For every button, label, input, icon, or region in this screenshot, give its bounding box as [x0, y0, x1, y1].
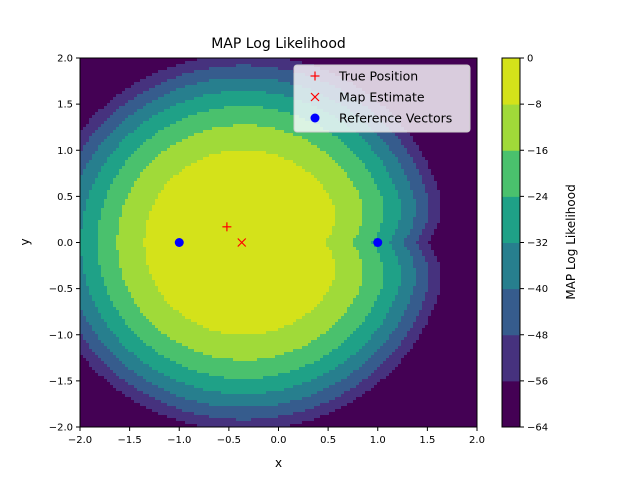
reference-vectors-marker — [175, 238, 184, 247]
colorbar-band — [502, 289, 520, 336]
colorbar-band — [502, 243, 520, 290]
colorbar-band — [502, 58, 520, 105]
x-tick-label: −0.5 — [217, 435, 241, 446]
colorbar-band — [502, 335, 520, 382]
x-tick-label: 0.5 — [320, 435, 336, 446]
legend-label: Map Estimate — [339, 90, 425, 105]
colorbar: −64 −56 −48 −40 −32 −24 −16 −8 0 — [502, 54, 548, 434]
colorbar-tick-label: −8 — [527, 100, 542, 111]
y-axis-label: y — [18, 238, 32, 245]
y-axis-ticks: −2.0 −1.5 −1.0 −0.5 0.0 0.5 1.0 1.5 2.0 — [49, 54, 80, 434]
x-axis-label: x — [275, 456, 282, 470]
x-tick-label: 2.0 — [469, 435, 485, 446]
colorbar-band — [502, 104, 520, 151]
y-tick-label: 1.5 — [57, 100, 73, 111]
x-axis-ticks: −2.0 −1.5 −1.0 −0.5 0.0 0.5 1.0 1.5 2.0 — [68, 427, 485, 446]
colorbar-band — [502, 381, 520, 428]
colorbar-label: MAP Log Likelihood — [564, 184, 578, 299]
x-tick-label: −1.0 — [167, 435, 191, 446]
reference-vectors-marker — [373, 238, 382, 247]
x-tick-label: 1.0 — [370, 435, 386, 446]
colorbar-tick-label: −56 — [527, 376, 548, 387]
colorbar-tick-label: 0 — [527, 54, 533, 65]
legend-label: True Position — [338, 69, 418, 84]
colorbar-tick-label: −40 — [527, 284, 548, 295]
colorbar-tick-label: −48 — [527, 330, 548, 341]
y-tick-label: −1.0 — [49, 330, 73, 341]
colorbar-tick-label: −16 — [527, 146, 548, 157]
chart-title: MAP Log Likelihood — [211, 36, 346, 52]
x-tick-label: 0.0 — [271, 435, 287, 446]
colorbar-band — [502, 196, 520, 243]
colorbar-band — [502, 150, 520, 197]
colorbar-tick-label: −32 — [527, 238, 548, 249]
x-tick-label: 1.5 — [419, 435, 435, 446]
x-tick-label: −1.5 — [117, 435, 141, 446]
y-tick-label: −1.5 — [49, 376, 73, 387]
y-tick-label: −2.0 — [49, 423, 73, 434]
colorbar-tick-label: −24 — [527, 192, 548, 203]
legend-label: Reference Vectors — [339, 111, 452, 126]
x-tick-label: −2.0 — [68, 435, 92, 446]
colorbar-tick-label: −64 — [527, 423, 548, 434]
y-tick-label: −0.5 — [49, 284, 73, 295]
y-tick-label: 1.0 — [57, 146, 73, 157]
legend-swatch — [311, 114, 320, 123]
y-tick-label: 2.0 — [57, 54, 73, 65]
y-tick-label: 0.5 — [57, 192, 73, 203]
legend: True Position Map Estimate Reference Vecto… — [294, 65, 470, 132]
y-tick-label: 0.0 — [57, 238, 73, 249]
